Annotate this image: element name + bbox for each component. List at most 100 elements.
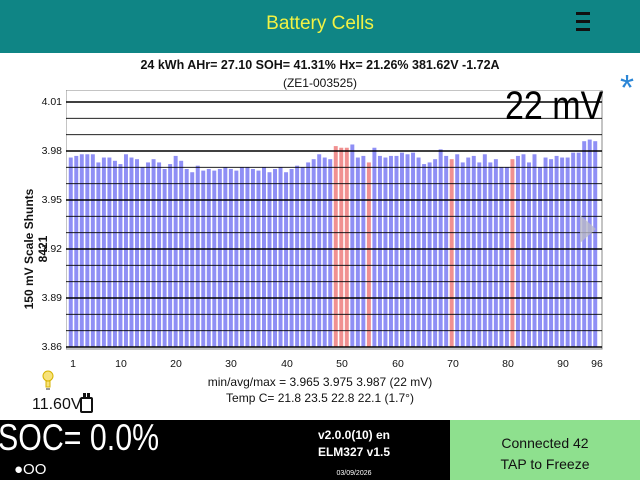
y-tick-label: 3.89 [41, 292, 62, 304]
cell-bar [444, 155, 449, 347]
cell-bar [195, 165, 200, 347]
cell-bar [554, 155, 559, 347]
cell-bar [250, 168, 255, 347]
cell-bar [383, 157, 388, 347]
cell-bar [322, 157, 327, 347]
x-tick-label: 60 [392, 358, 404, 370]
cell-bar [366, 162, 371, 347]
cell-bar [449, 159, 454, 347]
y-tick-label: 4.01 [41, 96, 62, 108]
cell-bar [416, 157, 421, 347]
cell-bar [135, 159, 139, 347]
date-label: 03/09/2026 [336, 470, 372, 477]
app-header: Battery Cells [0, 0, 640, 53]
cell-bar [201, 170, 206, 347]
cell-bar [460, 162, 465, 347]
cell-bar [256, 170, 261, 347]
x-tick-label: 50 [336, 358, 348, 370]
x-tick-label: 1 [70, 358, 76, 370]
cell-bar [112, 160, 117, 347]
cell-bar [339, 147, 344, 347]
cell-bar [173, 155, 178, 347]
version-panel [258, 420, 450, 480]
cell-bar [350, 144, 355, 347]
cell-bar [101, 157, 106, 347]
cell-bar [361, 155, 366, 347]
voltage-stats: min/avg/max = 3.965 3.975 3.987 (22 mV) [207, 375, 433, 389]
cell-bar [123, 154, 128, 347]
cell-bar [549, 159, 554, 347]
cell-bar [344, 147, 349, 347]
y-tick-label: 3.98 [41, 145, 62, 157]
menu-icon[interactable] [574, 7, 592, 37]
cell-bar [582, 141, 587, 347]
cell-bar [284, 172, 289, 347]
cell-bar [118, 164, 123, 347]
aux-battery-voltage: 11.60V [32, 396, 82, 413]
app-version: v2.0.0(10) en [317, 428, 391, 442]
cell-bar [157, 162, 162, 347]
y-tick-label: 3.95 [41, 194, 62, 206]
adapter-version: ELM327 v1.5 [317, 445, 391, 459]
cell-bar [565, 157, 570, 347]
cell-bar [190, 172, 195, 347]
cell-bar [245, 167, 250, 347]
cell-bar [405, 154, 410, 347]
y-tick-label: 3.86 [41, 341, 62, 353]
cell-bar [504, 167, 509, 347]
cell-bar [85, 154, 90, 347]
cell-bar [493, 159, 498, 347]
cell-bar [68, 157, 73, 347]
cell-bar [278, 167, 283, 347]
x-tick-label: 80 [502, 358, 514, 370]
cell-bar [521, 154, 526, 347]
cell-bar [482, 154, 487, 347]
cell-bar [499, 167, 504, 347]
cell-bar [488, 162, 493, 347]
cell-bar [527, 162, 531, 347]
x-tick-label: 90 [557, 358, 569, 370]
x-tick-label: 40 [281, 358, 293, 370]
bluetooth-star-icon[interactable]: * [620, 67, 635, 108]
cell-voltage-chart[interactable] [66, 90, 606, 350]
cell-bar [438, 149, 443, 347]
cell-bar [372, 147, 377, 347]
cell-bar [427, 162, 432, 347]
cell-bar [129, 157, 134, 347]
tap-freeze-label: TAP to Freeze [500, 456, 590, 472]
cell-bar [466, 157, 471, 347]
battery-summary: 24 kWh AHr= 27.10 SOH= 41.31% Hx= 21.26%… [140, 58, 500, 72]
battery-icon [80, 393, 93, 413]
cell-bar [543, 157, 548, 347]
freeze-button[interactable] [450, 420, 640, 480]
lightbulb-icon[interactable] [42, 370, 54, 392]
cell-bar [477, 162, 482, 347]
cell-bar [328, 159, 333, 347]
cell-bar [107, 157, 112, 347]
cell-bar [377, 155, 382, 347]
cell-bar [90, 154, 95, 347]
cell-bar [212, 170, 217, 347]
next-arrow-icon[interactable] [580, 215, 596, 243]
page-title: Battery Cells [266, 13, 374, 34]
cell-bar [234, 170, 239, 347]
x-tick-label: 10 [115, 358, 127, 370]
cell-bar [168, 164, 173, 347]
cell-bar [422, 164, 427, 347]
x-tick-label: 70 [447, 358, 459, 370]
cell-bar [532, 154, 537, 347]
connection-status: Connected 42 [501, 435, 589, 451]
x-tick-label: 96 [591, 358, 603, 370]
cell-bar [394, 155, 399, 347]
cell-bar [74, 155, 79, 347]
cell-bar [400, 152, 404, 347]
soc-readout: SOC= 0.0% [0, 417, 160, 458]
cell-bar [146, 162, 151, 347]
cell-bar [433, 159, 438, 347]
x-tick-label: 20 [170, 358, 182, 370]
cell-bar [306, 162, 311, 347]
soc-panel [0, 420, 258, 480]
cell-bar [455, 154, 460, 347]
delta-mv-label: 22 mV [505, 84, 604, 128]
cell-bar [151, 159, 156, 347]
